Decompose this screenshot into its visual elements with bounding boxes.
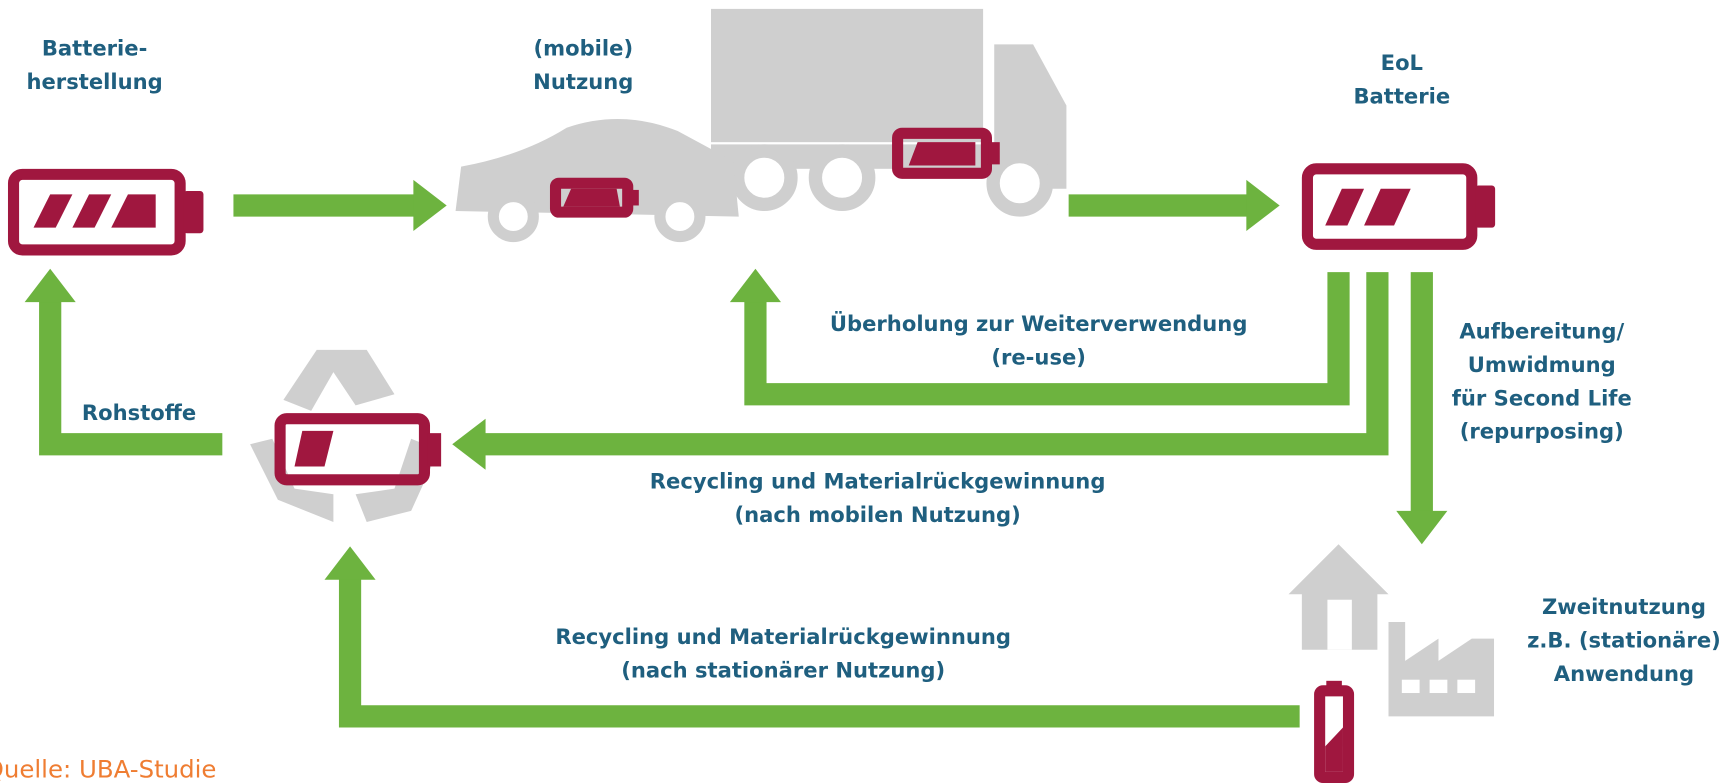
battery-stationary (1314, 680, 1355, 783)
label: (re-use) (991, 344, 1086, 369)
car (455, 119, 739, 243)
labels: Batterie-herstellung (mobile) Nutzung EoL Ba… (26, 36, 1720, 686)
battery-car (549, 177, 639, 218)
label: Batterie (1353, 83, 1450, 108)
label: z.B. (stationäre) (1527, 628, 1721, 653)
label: herstellung (26, 69, 162, 94)
battery-eol (1301, 163, 1496, 250)
label: Nutzung (533, 69, 633, 94)
label: Recycling und Materialrückgewinnung (555, 624, 1011, 649)
label: (nach stationärer Nutzung) (621, 657, 945, 682)
house-factory (1288, 544, 1495, 717)
arrows (24, 179, 1448, 728)
label: Rohstoffe (82, 400, 196, 425)
truck (711, 8, 1067, 217)
label: Zweitnutzung (1542, 594, 1706, 619)
battery-truck (892, 127, 1000, 179)
label: Batterie- (42, 36, 147, 61)
label: Umwidmung (1468, 352, 1616, 377)
label: Anwendung (1554, 661, 1694, 686)
label: für Second Life (1452, 385, 1632, 410)
label: (repurposing) (1460, 419, 1624, 444)
source: Quelle: UBA-Studie (0, 754, 216, 783)
label: Überholung zur Weiterverwendung (830, 311, 1248, 336)
label: (mobile) (533, 36, 633, 61)
label: Aufbereitung/ (1459, 319, 1624, 344)
label: Recycling und Materialrückgewinnung (650, 469, 1106, 494)
label: EoL (1381, 50, 1423, 75)
label: (nach mobilen Nutzung) (734, 502, 1020, 527)
battery-production (7, 168, 204, 256)
recycling (250, 349, 442, 522)
